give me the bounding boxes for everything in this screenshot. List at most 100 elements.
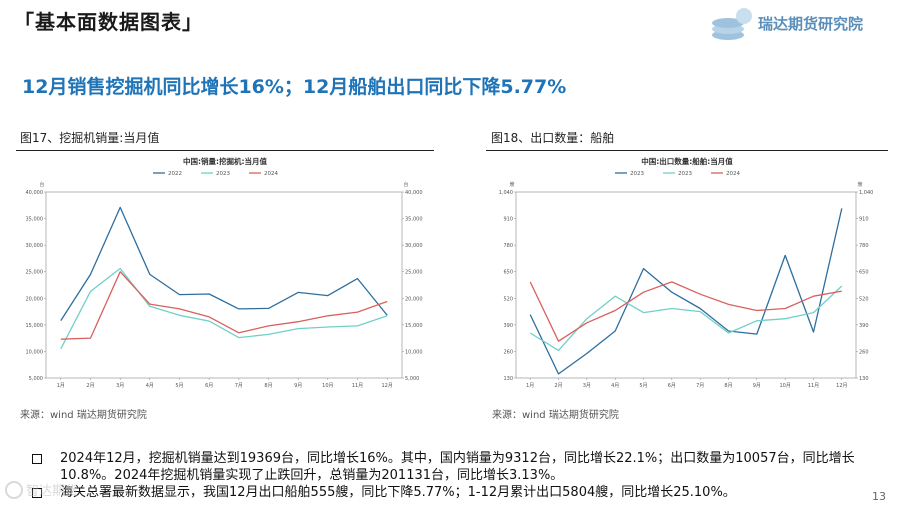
- series-line-2023: [529, 285, 843, 352]
- x-tick-label: 5月: [175, 383, 183, 389]
- legend-label: 2023: [630, 171, 644, 177]
- list-item: 2024年12月，挖掘机销量达到19369台，同比增长16%。其中，国内销量为9…: [28, 450, 888, 484]
- x-tick-label: 9月: [294, 383, 302, 389]
- y-tick-label-right: 650: [859, 270, 869, 276]
- y-tick-label-right: 35,000: [405, 217, 423, 223]
- x-tick-label: 10月: [322, 383, 333, 389]
- x-tick-label: 12月: [836, 383, 847, 389]
- legend-label: 2023: [216, 171, 230, 177]
- y-tick-label-left: 15,000: [26, 323, 44, 329]
- y-tick-label-left: 40,000: [26, 190, 44, 196]
- y-tick-label-right: 10,000: [405, 349, 423, 355]
- x-tick-label: 4月: [146, 383, 154, 389]
- chart-title: 中国:出口数量:船舶:当月值: [641, 156, 733, 166]
- x-tick-label: 10月: [779, 383, 790, 389]
- y-tick-label-right: 40,000: [405, 190, 423, 196]
- headline: 12月销售挖掘机同比增长16%；12月船舶出口同比下降5.77%: [22, 76, 567, 98]
- x-tick-label: 5月: [639, 383, 647, 389]
- y-tick-label-right: 130: [859, 376, 869, 382]
- x-tick-label: 8月: [264, 383, 272, 389]
- page-number: 13: [872, 490, 886, 503]
- series-line-2024: [60, 271, 388, 340]
- logo-text: 瑞达期货研究院: [758, 15, 864, 33]
- figure-caption-excavator: 图17、挖掘机销量:当月值: [20, 131, 160, 145]
- unit-label-right: 台: [403, 181, 408, 188]
- y-tick-label-left: 260: [503, 349, 513, 355]
- y-tick-label-left: 1,040: [499, 190, 513, 196]
- y-tick-label-right: 520: [859, 296, 869, 302]
- series-line-2024: [529, 281, 842, 342]
- y-tick-label-left: 390: [503, 323, 513, 329]
- y-tick-label-left: 650: [503, 270, 513, 276]
- y-tick-label-right: 20,000: [405, 296, 423, 302]
- figure-caption-ships: 图18、出口数量：船舶: [491, 131, 615, 145]
- y-tick-label-right: 1,040: [859, 190, 873, 196]
- coins-logo-icon: [712, 8, 752, 40]
- page-title: 「基本面数据图表」: [14, 10, 203, 34]
- legend-label: 2024: [726, 171, 740, 177]
- caption-divider: [486, 150, 888, 151]
- list-item: 海关总署最新数据显示，我国12月出口船舶555艘，同比下降5.77%；1-12月…: [28, 484, 888, 501]
- y-tick-label-right: 15,000: [405, 323, 423, 329]
- x-tick-label: 7月: [696, 383, 704, 389]
- x-tick-label: 12月: [381, 383, 392, 389]
- y-tick-label-left: 10,000: [26, 349, 44, 355]
- series-line-2023: [529, 208, 843, 375]
- x-tick-label: 4月: [611, 383, 619, 389]
- y-tick-label-right: 910: [859, 217, 869, 223]
- y-tick-label-left: 780: [503, 243, 513, 249]
- x-tick-label: 1月: [526, 383, 534, 389]
- source-note: 来源：wind 瑞达期货研究院: [20, 410, 147, 421]
- chart-title: 中国:销量:挖掘机:当月值: [183, 156, 267, 166]
- y-tick-label-right: 30,000: [405, 243, 423, 249]
- source-note: 来源：wind 瑞达期货研究院: [492, 410, 619, 421]
- bullet-list: 2024年12月，挖掘机销量达到19369台，同比增长16%。其中，国内销量为9…: [28, 450, 888, 501]
- y-tick-label-right: 25,000: [405, 270, 423, 276]
- unit-label-right: 艘: [857, 181, 862, 188]
- y-tick-label-right: 260: [859, 349, 869, 355]
- x-tick-label: 3月: [583, 383, 591, 389]
- y-tick-label-left: 130: [503, 376, 513, 382]
- y-tick-label-left: 25,000: [26, 270, 44, 276]
- square-bullet-icon: [32, 488, 42, 498]
- watermark-logo: 智达期货: [5, 481, 78, 499]
- bullet-text: 海关总署最新数据显示，我国12月出口船舶555艘，同比下降5.77%；1-12月…: [60, 485, 736, 500]
- y-tick-label-left: 5,000: [29, 376, 43, 382]
- unit-label-left: 台: [39, 181, 44, 188]
- brand-logo: 瑞达期货研究院: [706, 4, 886, 44]
- watermark-text: 智达期货: [26, 483, 78, 499]
- x-tick-label: 11月: [352, 383, 363, 389]
- chart-legend: 2022 2023 2024: [153, 171, 278, 177]
- plot-frame: [45, 191, 403, 379]
- series-line-2023: [60, 267, 388, 350]
- y-tick-label-right: 780: [859, 243, 869, 249]
- y-tick-label-left: 910: [503, 217, 513, 223]
- x-tick-label: 1月: [57, 383, 65, 389]
- y-tick-label-left: 520: [503, 296, 513, 302]
- bullet-text: 2024年12月，挖掘机销量达到19369台，同比增长16%。其中，国内销量为9…: [60, 451, 855, 483]
- legend-label: 2024: [264, 171, 278, 177]
- y-tick-label-right: 5,000: [405, 376, 419, 382]
- x-tick-label: 3月: [116, 383, 124, 389]
- x-tick-label: 6月: [668, 383, 676, 389]
- y-tick-label-right: 390: [859, 323, 869, 329]
- x-tick-label: 8月: [724, 383, 732, 389]
- caption-divider: [16, 150, 434, 151]
- legend-label: 2022: [168, 171, 182, 177]
- x-tick-label: 11月: [808, 383, 819, 389]
- unit-label-left: 艘: [509, 181, 514, 188]
- y-tick-label-left: 30,000: [26, 243, 44, 249]
- square-bullet-icon: [32, 454, 42, 464]
- x-tick-label: 2月: [86, 383, 94, 389]
- x-tick-label: 2月: [554, 383, 562, 389]
- x-tick-label: 9月: [753, 383, 761, 389]
- legend-label: 2023: [678, 171, 692, 177]
- y-tick-label-left: 20,000: [26, 296, 44, 302]
- series-line-2022: [60, 206, 388, 321]
- y-tick-label-left: 35,000: [26, 217, 44, 223]
- x-tick-label: 7月: [235, 383, 243, 389]
- ship-exports-chart: 中国:出口数量:船舶:当月值 2023 2023 2024 艘 艘 130 130 260 260…: [499, 156, 874, 389]
- plot-frame: [515, 191, 857, 379]
- chart-legend: 2023 2023 2024: [615, 171, 740, 177]
